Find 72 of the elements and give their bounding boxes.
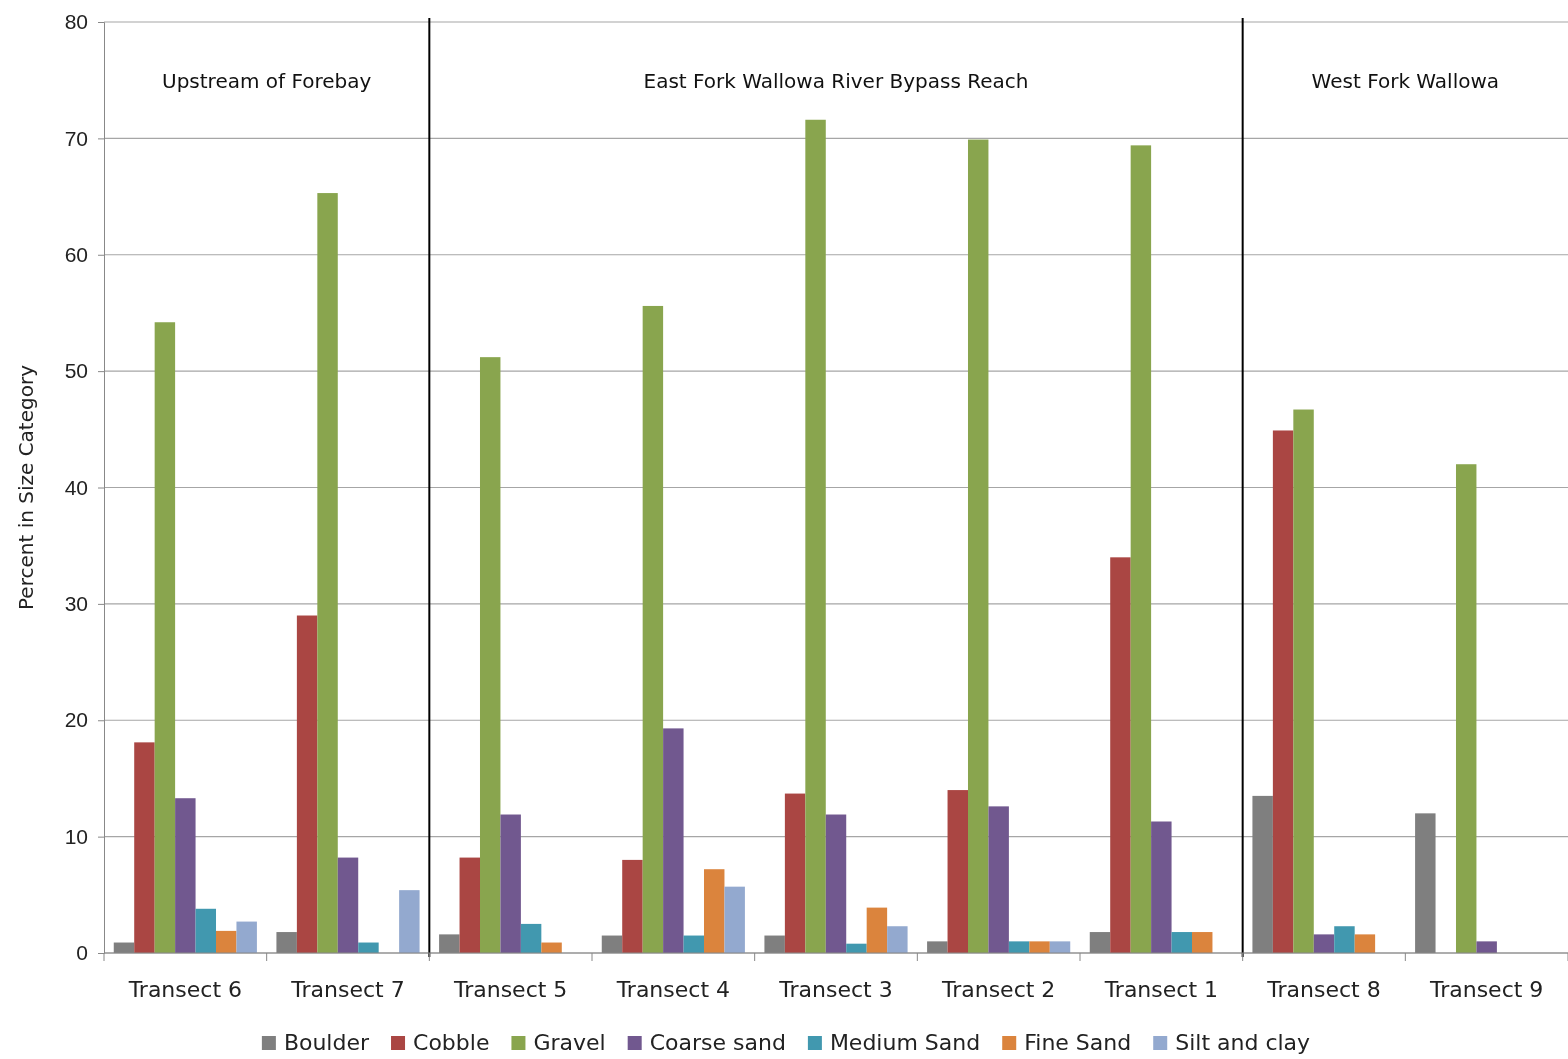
bar — [216, 930, 237, 953]
x-tick-label: Transect 9 — [1428, 977, 1544, 1002]
y-tick-label: 30 — [64, 592, 88, 616]
legend-label: Coarse sand — [649, 1030, 786, 1055]
legend-label: Fine Sand — [1024, 1030, 1132, 1055]
bar — [1029, 941, 1050, 953]
bar — [967, 139, 989, 953]
x-tick-label: Transect 6 — [127, 977, 243, 1002]
bar — [683, 935, 705, 953]
x-tick-label: Transect 5 — [452, 977, 568, 1002]
legend-label: Gravel — [533, 1030, 606, 1055]
bar — [1293, 409, 1314, 953]
bar — [1192, 932, 1213, 953]
bar — [947, 790, 968, 953]
bar — [887, 926, 908, 953]
bar — [988, 806, 1009, 953]
bar — [622, 859, 643, 953]
bar — [236, 921, 257, 953]
bar — [296, 615, 318, 953]
bar — [1151, 821, 1172, 953]
bar — [642, 305, 664, 953]
bar — [399, 890, 420, 953]
bar — [195, 908, 217, 953]
bar — [134, 742, 155, 953]
bar — [1049, 941, 1071, 953]
x-tick-label: Transect 7 — [290, 977, 405, 1002]
y-tick-label: 50 — [64, 359, 88, 383]
bar — [1476, 941, 1497, 953]
y-tick-label: 70 — [64, 126, 88, 150]
bar — [175, 798, 196, 953]
annotation: East Fork Wallowa River Bypass Reach — [643, 69, 1029, 93]
bar — [1008, 941, 1030, 953]
bar — [337, 857, 359, 953]
y-tick-label: 10 — [64, 824, 88, 848]
annotation: West Fork Wallowa — [1311, 69, 1500, 93]
bar — [520, 923, 542, 953]
bar — [459, 857, 480, 953]
y-tick-label: 20 — [64, 708, 88, 732]
x-tick-label: Transect 4 — [615, 977, 731, 1002]
legend-label: Silt and clay — [1175, 1030, 1311, 1055]
x-tick-label: Transect 2 — [940, 977, 1056, 1002]
bar — [704, 869, 725, 953]
y-axis-title: Percent in Size Category — [14, 364, 38, 610]
y-tick-label: 0 — [76, 941, 88, 965]
bar — [1130, 145, 1152, 953]
bar — [1334, 926, 1355, 953]
bar — [805, 119, 826, 953]
bar — [500, 814, 521, 953]
bar — [317, 193, 338, 953]
bar — [866, 907, 888, 953]
y-tick-label: 60 — [64, 242, 88, 266]
bar — [825, 814, 847, 953]
legend-label: Cobble — [413, 1030, 490, 1055]
x-tick-label: Transect 1 — [1103, 977, 1219, 1002]
bar — [1110, 557, 1131, 953]
legend-label: Medium Sand — [829, 1030, 981, 1055]
legend-label: Boulder — [283, 1030, 370, 1055]
bar — [663, 728, 684, 953]
y-tick-label: 80 — [64, 10, 88, 34]
x-tick-label: Transect 8 — [1266, 977, 1381, 1002]
bar — [784, 793, 806, 953]
bar — [1354, 934, 1376, 953]
bar — [1171, 932, 1193, 953]
bar — [1272, 430, 1294, 953]
x-tick-label: Transect 3 — [778, 977, 893, 1002]
bar — [724, 886, 745, 953]
bar — [1455, 464, 1477, 953]
annotation: Upstream of Forebay — [162, 69, 372, 93]
bar — [154, 322, 176, 953]
bar — [1313, 934, 1335, 953]
y-tick-label: 40 — [64, 475, 88, 499]
bar — [479, 357, 501, 953]
